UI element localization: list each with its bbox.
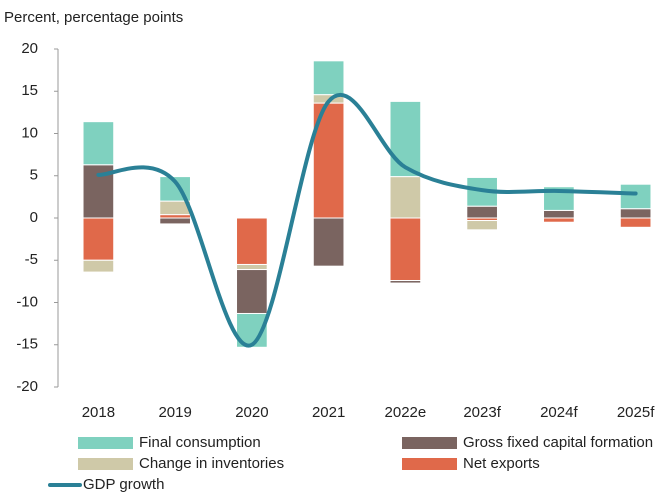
y-tick-label: 10 — [21, 124, 38, 141]
bar-segment — [619, 208, 652, 219]
bar-segment — [312, 60, 345, 96]
y-tick-label: 15 — [21, 82, 38, 99]
bar-segment — [82, 217, 115, 261]
legend-swatch — [402, 458, 457, 470]
bar-segment — [236, 217, 268, 265]
y-tick-label: 5 — [30, 167, 38, 184]
x-tick-label: 2022e — [385, 404, 427, 421]
y-tick-label: -5 — [25, 251, 38, 268]
chart-title: Percent, percentage points — [4, 9, 183, 26]
legend-swatch — [78, 458, 133, 470]
bar-segment — [159, 217, 191, 225]
bar-segment — [159, 214, 191, 219]
y-tick-label: -15 — [16, 336, 38, 353]
x-tick-label: 2023f — [463, 404, 501, 421]
bar-segment — [543, 209, 575, 219]
bar-segment — [619, 217, 652, 228]
bar-segment — [236, 263, 268, 271]
bar-segment — [619, 183, 652, 210]
legend-label: Final consumption — [139, 434, 261, 451]
legend-label: Gross fixed capital formation — [463, 434, 653, 451]
gdp-line — [96, 92, 638, 348]
bar-segment — [466, 220, 498, 231]
bar-segment — [466, 205, 498, 219]
bar-segment — [82, 259, 115, 273]
bar-segment — [236, 269, 268, 314]
legend-swatch — [402, 437, 457, 449]
bar-segment — [82, 121, 115, 166]
bar-segment — [389, 100, 422, 178]
y-tick-label: 0 — [30, 209, 38, 226]
legend-label: Net exports — [463, 455, 540, 472]
x-tick-label: 2021 — [312, 404, 345, 421]
bar-segment — [389, 176, 422, 219]
bar-segment — [543, 217, 575, 223]
legend-swatch — [78, 437, 133, 449]
x-tick-label: 2020 — [235, 404, 268, 421]
bar-segment — [312, 217, 345, 267]
bar-segment — [389, 217, 422, 282]
x-tick-label: 2019 — [158, 404, 191, 421]
bar-segment — [389, 280, 422, 284]
legend-label: GDP growth — [83, 476, 164, 493]
legend-label: Change in inventories — [139, 455, 284, 472]
x-tick-label: 2018 — [82, 404, 115, 421]
y-tick-label: -10 — [16, 293, 38, 310]
y-tick-label: 20 — [21, 40, 38, 57]
y-tick-label: -20 — [16, 378, 38, 395]
x-tick-label: 2025f — [617, 404, 655, 421]
x-tick-label: 2024f — [540, 404, 578, 421]
